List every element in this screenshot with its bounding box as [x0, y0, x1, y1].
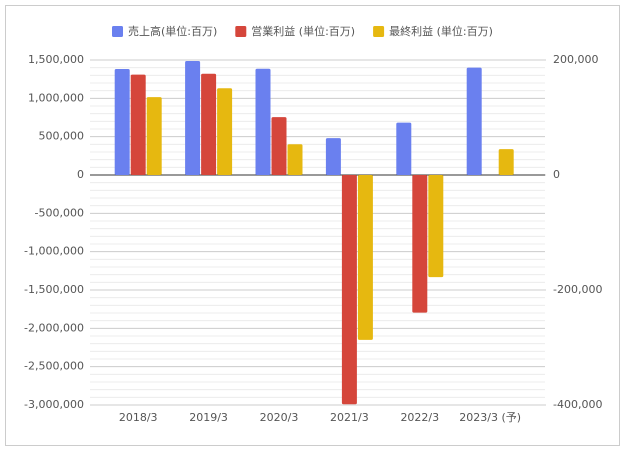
legend-label: 売上高(単位:百万): [128, 24, 217, 38]
bar: [396, 122, 412, 175]
bar: [466, 67, 482, 175]
legend-swatch: [112, 26, 123, 37]
x-tick-label: 2023/3 (予): [459, 411, 521, 424]
x-tick-label: 2021/3: [330, 411, 369, 424]
y-tick-label: 0: [77, 168, 84, 181]
bar: [217, 88, 233, 175]
y-tick-label: -500,000: [35, 206, 84, 219]
y-tick-label: -2,000,000: [24, 321, 84, 334]
frame: [5, 5, 620, 446]
y-tick-label: -2,500,000: [24, 360, 84, 373]
bar: [428, 175, 444, 278]
bar: [357, 175, 373, 340]
bar: [412, 175, 428, 313]
y2-tick-label: -200,000: [553, 283, 602, 296]
legend-label: 営業利益 (単位:百万): [251, 24, 355, 38]
bar: [146, 97, 162, 175]
y2-tick-label: 200,000: [553, 53, 599, 66]
bar: [255, 68, 271, 175]
y-tick-label: 1,500,000: [28, 53, 84, 66]
x-tick-label: 2020/3: [260, 411, 299, 424]
bar: [271, 117, 287, 175]
bar: [185, 60, 201, 176]
bar: [130, 74, 146, 175]
y-tick-label: -1,500,000: [24, 283, 84, 296]
y-tick-label: 1,000,000: [28, 91, 84, 104]
bar: [498, 149, 514, 175]
bar: [114, 68, 130, 175]
legend-swatch: [235, 26, 247, 37]
y2-tick-label: 0: [553, 168, 560, 181]
legend-swatch: [373, 26, 385, 37]
y2-tick-label: -400,000: [553, 398, 602, 411]
x-tick-label: 2019/3: [189, 411, 228, 424]
y-tick-label: 500,000: [39, 130, 85, 143]
y-tick-label: -1,000,000: [24, 245, 84, 258]
legend-label: 最終利益 (単位:百万): [389, 24, 493, 38]
y-tick-label: -3,000,000: [24, 398, 84, 411]
x-tick-label: 2018/3: [119, 411, 158, 424]
bar: [325, 138, 341, 175]
x-tick-label: 2022/3: [400, 411, 439, 424]
bar: [201, 73, 217, 175]
bar: [287, 144, 303, 175]
bar: [341, 175, 357, 405]
